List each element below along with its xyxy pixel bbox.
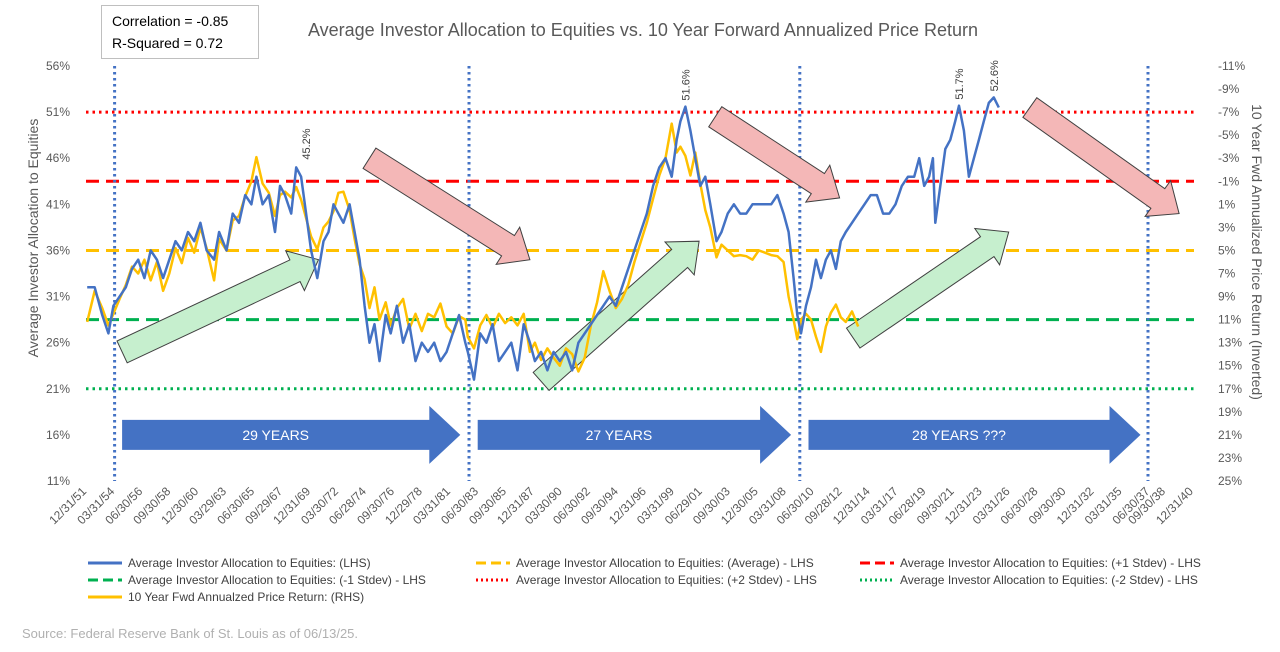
y-tick-label: 21% (46, 382, 70, 396)
trend-arrow-down (709, 107, 840, 202)
y2-tick-label: 3% (1218, 220, 1236, 234)
peak-annotation: 45.2% (301, 128, 313, 159)
legend-label-minus2: Average Investor Allocation to Equities:… (900, 573, 1198, 587)
legend-label-average: Average Investor Allocation to Equities:… (516, 556, 814, 570)
legend-swatch-returns (88, 594, 122, 600)
legend-swatch-plus1 (860, 560, 894, 566)
peak-annotation: 52.6% (989, 60, 1001, 91)
y2-tick-label: -7% (1218, 105, 1240, 119)
y-tick-label: 56% (46, 59, 70, 73)
plot-area: 11% 16% 21% 26% 31% 36% 41% 46% 51% 56% -11% -9% -7%… (46, 59, 1245, 527)
legend-label-allocation: Average Investor Allocation to Equities:… (128, 556, 371, 570)
y2-tick-label: 17% (1218, 382, 1242, 396)
y2-tick-label: 25% (1218, 474, 1242, 488)
trend-arrow-up (847, 229, 1009, 349)
stats-box: Correlation = -0.85 R-Squared = 0.72 (101, 5, 259, 59)
chart: Average Investor Allocation to Equities … (0, 0, 1280, 560)
y2-tick-label: -9% (1218, 82, 1240, 96)
y2-tick-label: 1% (1218, 197, 1236, 211)
chart-title: Average Investor Allocation to Equities … (308, 20, 978, 40)
y-tick-label: 16% (46, 428, 70, 442)
legend-allocation: Average Investor Allocation to Equities:… (88, 555, 371, 571)
legend-swatch-minus2 (860, 577, 894, 583)
legend-label-returns: 10 Year Fwd Annualzed Price Return: (RHS… (128, 590, 364, 604)
cycle-label: 28 YEARS ??? (912, 427, 1006, 443)
y2-tick-label: -5% (1218, 128, 1240, 142)
legend-label-minus1: Average Investor Allocation to Equities:… (128, 573, 426, 587)
correlation-label: Correlation = -0.85 (112, 10, 248, 32)
trend-arrow-down (1023, 98, 1179, 217)
legend-minus1: Average Investor Allocation to Equities:… (88, 572, 426, 588)
y2-tick-label: 19% (1218, 405, 1242, 419)
y2-tick-label: 21% (1218, 428, 1242, 442)
legend-label-plus1: Average Investor Allocation to Equities:… (900, 556, 1201, 570)
y-tick-label: 11% (47, 474, 70, 488)
legend-swatch-plus2 (476, 577, 510, 583)
peak-annotation: 51.6% (680, 69, 692, 100)
trend-arrow-down (363, 148, 530, 264)
y2-tick-label: -3% (1218, 151, 1240, 165)
r-squared-label: R-Squared = 0.72 (112, 32, 248, 54)
source-note: Source: Federal Reserve Bank of St. Loui… (22, 626, 358, 641)
y-tick-label: 41% (46, 197, 70, 211)
y2-tick-label: 23% (1218, 451, 1242, 465)
legend-swatch-minus1 (88, 577, 122, 583)
y2-tick-label: -1% (1218, 174, 1240, 188)
cycle-label: 29 YEARS (242, 427, 309, 443)
y2-tick-label: 13% (1218, 336, 1242, 350)
y2-tick-label: -11% (1218, 59, 1245, 73)
y-tick-label: 26% (46, 336, 70, 350)
y-tick-label: 46% (46, 151, 70, 165)
legend-swatch-average (476, 560, 510, 566)
peak-annotation: 51.7% (954, 68, 966, 99)
y-axis-label: Average Investor Allocation to Equities (25, 119, 41, 358)
y2-tick-label: 9% (1218, 290, 1236, 304)
legend-minus2: Average Investor Allocation to Equities:… (860, 572, 1198, 588)
y2-axis-label: 10 Year Fwd Annualized Price Return (Inv… (1249, 104, 1265, 400)
y-tick-label: 31% (46, 290, 70, 304)
y-tick-label: 36% (46, 243, 70, 257)
y2-tick-label: 7% (1218, 267, 1236, 281)
legend-plus1: Average Investor Allocation to Equities:… (860, 555, 1201, 571)
y2-tick-label: 5% (1218, 243, 1236, 257)
legend-plus2: Average Investor Allocation to Equities:… (476, 572, 817, 588)
y-tick-label: 51% (46, 105, 70, 119)
legend-swatch-allocation (88, 560, 122, 566)
y2-tick-label: 11% (1218, 313, 1241, 327)
y2-tick-label: 15% (1218, 359, 1242, 373)
cycle-label: 27 YEARS (586, 427, 653, 443)
trend-arrow-up (533, 241, 699, 390)
legend-label-plus2: Average Investor Allocation to Equities:… (516, 573, 817, 587)
legend-average: Average Investor Allocation to Equities:… (476, 555, 814, 571)
series-line-forward-return (87, 124, 858, 372)
legend-returns: 10 Year Fwd Annualzed Price Return: (RHS… (88, 589, 364, 605)
